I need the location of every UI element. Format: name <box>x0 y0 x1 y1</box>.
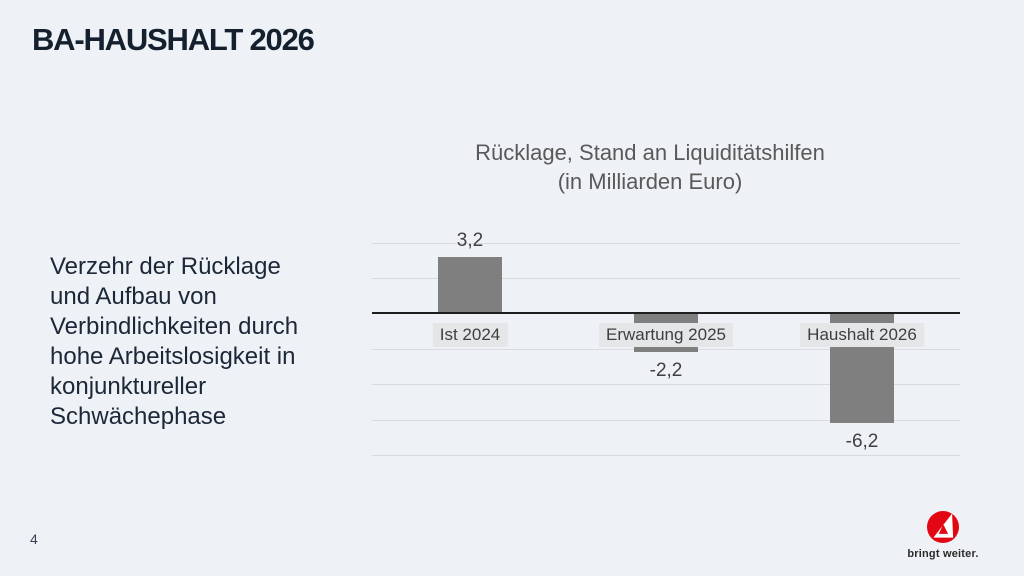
bundesagentur-fuer-arbeit-logo: bringt weiter. <box>896 511 990 560</box>
category-label: Erwartung 2025 <box>598 323 734 348</box>
gridline <box>372 384 960 386</box>
category-label: Haushalt 2026 <box>800 323 924 348</box>
logo-icon <box>927 511 959 543</box>
zero-axis-line <box>372 312 960 315</box>
gridline <box>372 454 960 456</box>
gridline <box>372 419 960 421</box>
page-number: 4 <box>30 531 38 547</box>
category-label: Ist 2024 <box>432 323 508 348</box>
logo-tagline: bringt weiter. <box>907 548 979 560</box>
slide-body-text: Verzehr der Rücklage und Aufbau von Verb… <box>50 253 299 430</box>
gridline <box>372 278 960 280</box>
gridline <box>372 242 960 244</box>
value-label: 3,2 <box>456 229 484 251</box>
value-label: -2,2 <box>649 360 683 382</box>
bar-Ist 2024 <box>438 256 502 314</box>
chart-title: Rücklage, Stand an Liquiditätshilfen (in… <box>475 140 825 194</box>
value-label: -6,2 <box>845 431 879 453</box>
chart-plot: 3,2 Ist 2024 -2,2 Erwartung 2025 -6,2 Haushal… <box>372 225 960 462</box>
slide-title: BA-HAUSHALT 2026 <box>32 22 315 57</box>
